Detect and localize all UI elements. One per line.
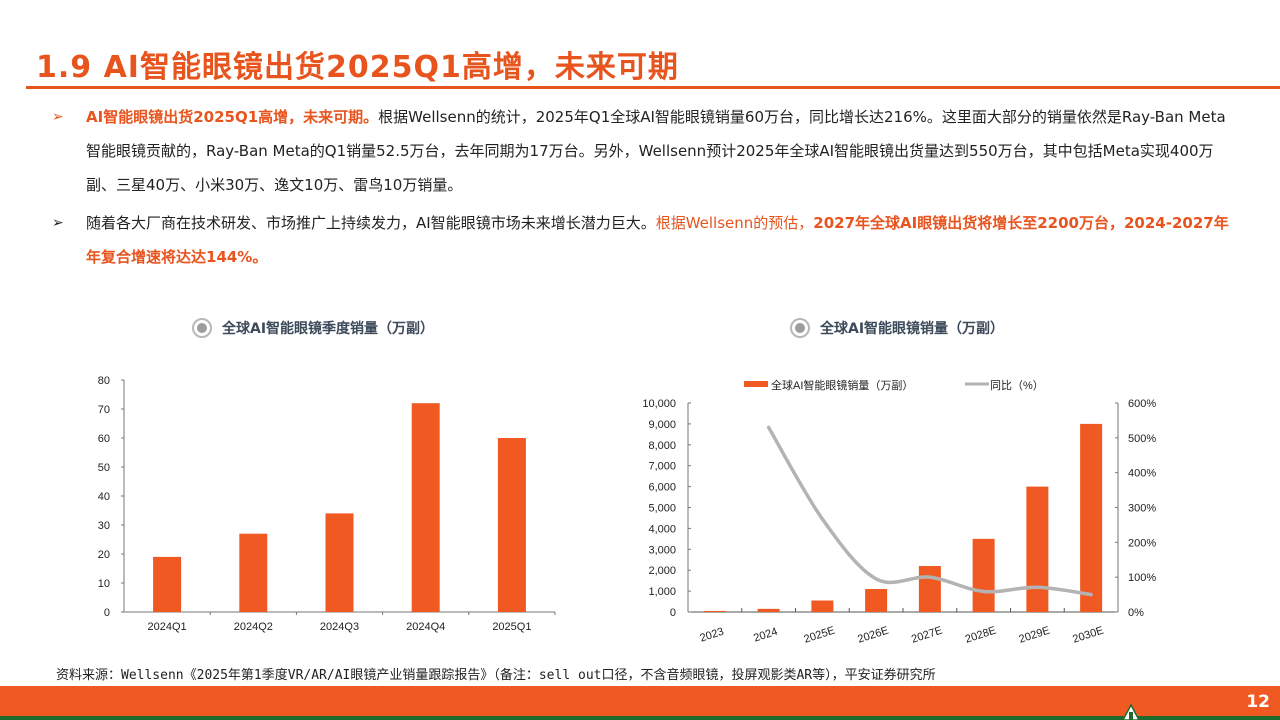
x-tick-label: 2024Q2 — [234, 621, 273, 633]
radio-bullet-icon — [790, 318, 810, 338]
footer-bar — [0, 686, 1280, 716]
y-right-tick-label: 0% — [1128, 607, 1144, 619]
x-tick-label: 2024Q3 — [320, 621, 359, 633]
title-divider — [26, 86, 1280, 89]
bullet-body: 随着各大厂商在技术研发、市场推广上持续发力，AI智能眼镜市场未来增长潜力巨大。 — [86, 214, 656, 232]
bullet-highlight-light: 根据Wellsenn的预估， — [655, 214, 814, 232]
source-note: 资料来源：Wellsenn《2025年第1季度VR/AR/AI眼镜产业销量跟踪报… — [56, 668, 936, 683]
y-left-tick-label: 7,000 — [648, 461, 676, 473]
legend-line-label: 同比（%） — [990, 379, 1044, 392]
y-left-tick-label: 1,000 — [648, 586, 676, 598]
arrow-bullet-icon: ➢ — [52, 109, 64, 125]
company-logo-icon — [1122, 704, 1140, 720]
y-right-tick-label: 100% — [1128, 572, 1156, 584]
bar — [811, 600, 834, 612]
bullet-item-2: ➢ 随着各大厂商在技术研发、市场推广上持续发力，AI智能眼镜市场未来增长潜力巨大… — [52, 206, 1232, 274]
y-right-tick-label: 600% — [1128, 398, 1156, 410]
page-title: 1.9 AI智能眼镜出货2025Q1高增，未来可期 — [36, 50, 679, 85]
y-tick-label: 80 — [98, 375, 110, 387]
legend-bar-label: 全球AI智能眼镜销量（万副） — [771, 378, 913, 392]
radio-bullet-icon — [192, 318, 212, 338]
right-chart-title: 全球AI智能眼镜销量（万副） — [790, 318, 1004, 338]
bullet-body: 根据Wellsenn的统计，2025年Q1全球AI智能眼镜销量60万台，同比增长… — [86, 108, 1226, 194]
y-tick-label: 70 — [98, 404, 110, 416]
legend-bar-swatch — [744, 381, 768, 387]
bar — [239, 533, 268, 612]
quarterly-sales-bar-chart: 0 10 20 30 40 50 60 70 80 2024Q1 2024Q2 2024Q3 2024Q… — [98, 375, 556, 633]
y-right-tick-label: 200% — [1128, 537, 1156, 549]
bullet-item-1: ➢ AI智能眼镜出货2025Q1高增，未来可期。根据Wellsenn的统计，20… — [52, 100, 1232, 202]
y-tick-label: 0 — [104, 607, 110, 619]
bar — [497, 438, 526, 612]
y-left-tick-label: 2,000 — [648, 565, 676, 577]
y-tick-label: 30 — [98, 520, 110, 532]
x-tick-label: 2024Q1 — [148, 621, 187, 633]
yoy-line — [766, 425, 1093, 597]
x-tick-label: 2025Q1 — [492, 621, 531, 633]
y-left-tick-label: 3,000 — [648, 544, 676, 556]
y-left-tick-label: 6,000 — [648, 482, 676, 494]
y-right-tick-label: 500% — [1128, 433, 1156, 445]
y-left-tick-label: 0 — [670, 607, 676, 619]
arrow-bullet-icon: ➢ — [52, 215, 64, 231]
x-tick-label: 2027E — [910, 625, 944, 646]
y-left-tick-label: 4,000 — [648, 523, 676, 535]
x-tick-label: 2026E — [856, 625, 890, 646]
bar — [411, 403, 440, 612]
bar — [1080, 423, 1103, 612]
bar — [757, 608, 780, 612]
y-tick-label: 60 — [98, 433, 110, 445]
y-tick-label: 50 — [98, 462, 110, 474]
y-right-tick-label: 400% — [1128, 468, 1156, 480]
right-chart-title-text: 全球AI智能眼镜销量（万副） — [820, 321, 1005, 337]
x-tick-label: 2024 — [752, 626, 779, 645]
x-tick-label: 2023 — [698, 626, 725, 645]
bar — [703, 610, 726, 612]
bar — [972, 538, 995, 612]
bar — [918, 566, 941, 612]
page-number: 12 — [1246, 692, 1270, 712]
x-tick-label: 2030E — [1071, 625, 1105, 646]
left-chart-title: 全球AI智能眼镜季度销量（万副） — [192, 318, 434, 338]
bullet-list: ➢ AI智能眼镜出货2025Q1高增，未来可期。根据Wellsenn的统计，20… — [52, 100, 1232, 278]
y-left-tick-label: 10,000 — [642, 398, 676, 410]
y-left-tick-label: 9,000 — [648, 419, 676, 431]
y-tick-label: 40 — [98, 491, 110, 503]
left-chart-title-text: 全球AI智能眼镜季度销量（万副） — [222, 321, 435, 337]
bar — [325, 513, 354, 612]
bar — [865, 589, 888, 612]
y-left-tick-label: 5,000 — [648, 503, 676, 515]
annual-sales-combo-chart: 全球AI智能眼镜销量（万副） 同比（%） 0 1,000 2,000 3,000 4,000… — [642, 378, 1156, 646]
y-tick-label: 10 — [98, 578, 110, 590]
y-left-tick-label: 8,000 — [648, 440, 676, 452]
x-tick-label: 2028E — [964, 625, 998, 646]
bullet-lead: AI智能眼镜出货2025Q1高增，未来可期。 — [86, 108, 379, 126]
y-tick-label: 20 — [98, 549, 110, 561]
bullet-highlight-bold: 2027年全球AI眼镜出货将增长至2200万台，2024-2027年年复合增速将… — [86, 214, 1229, 266]
bar — [153, 556, 182, 612]
y-right-tick-label: 300% — [1128, 503, 1156, 515]
x-tick-label: 2025E — [802, 625, 836, 646]
footer-green-stripe — [0, 716, 1280, 720]
x-tick-label: 2024Q4 — [406, 621, 445, 633]
bar — [1026, 486, 1049, 612]
x-tick-label: 2029E — [1017, 625, 1051, 646]
